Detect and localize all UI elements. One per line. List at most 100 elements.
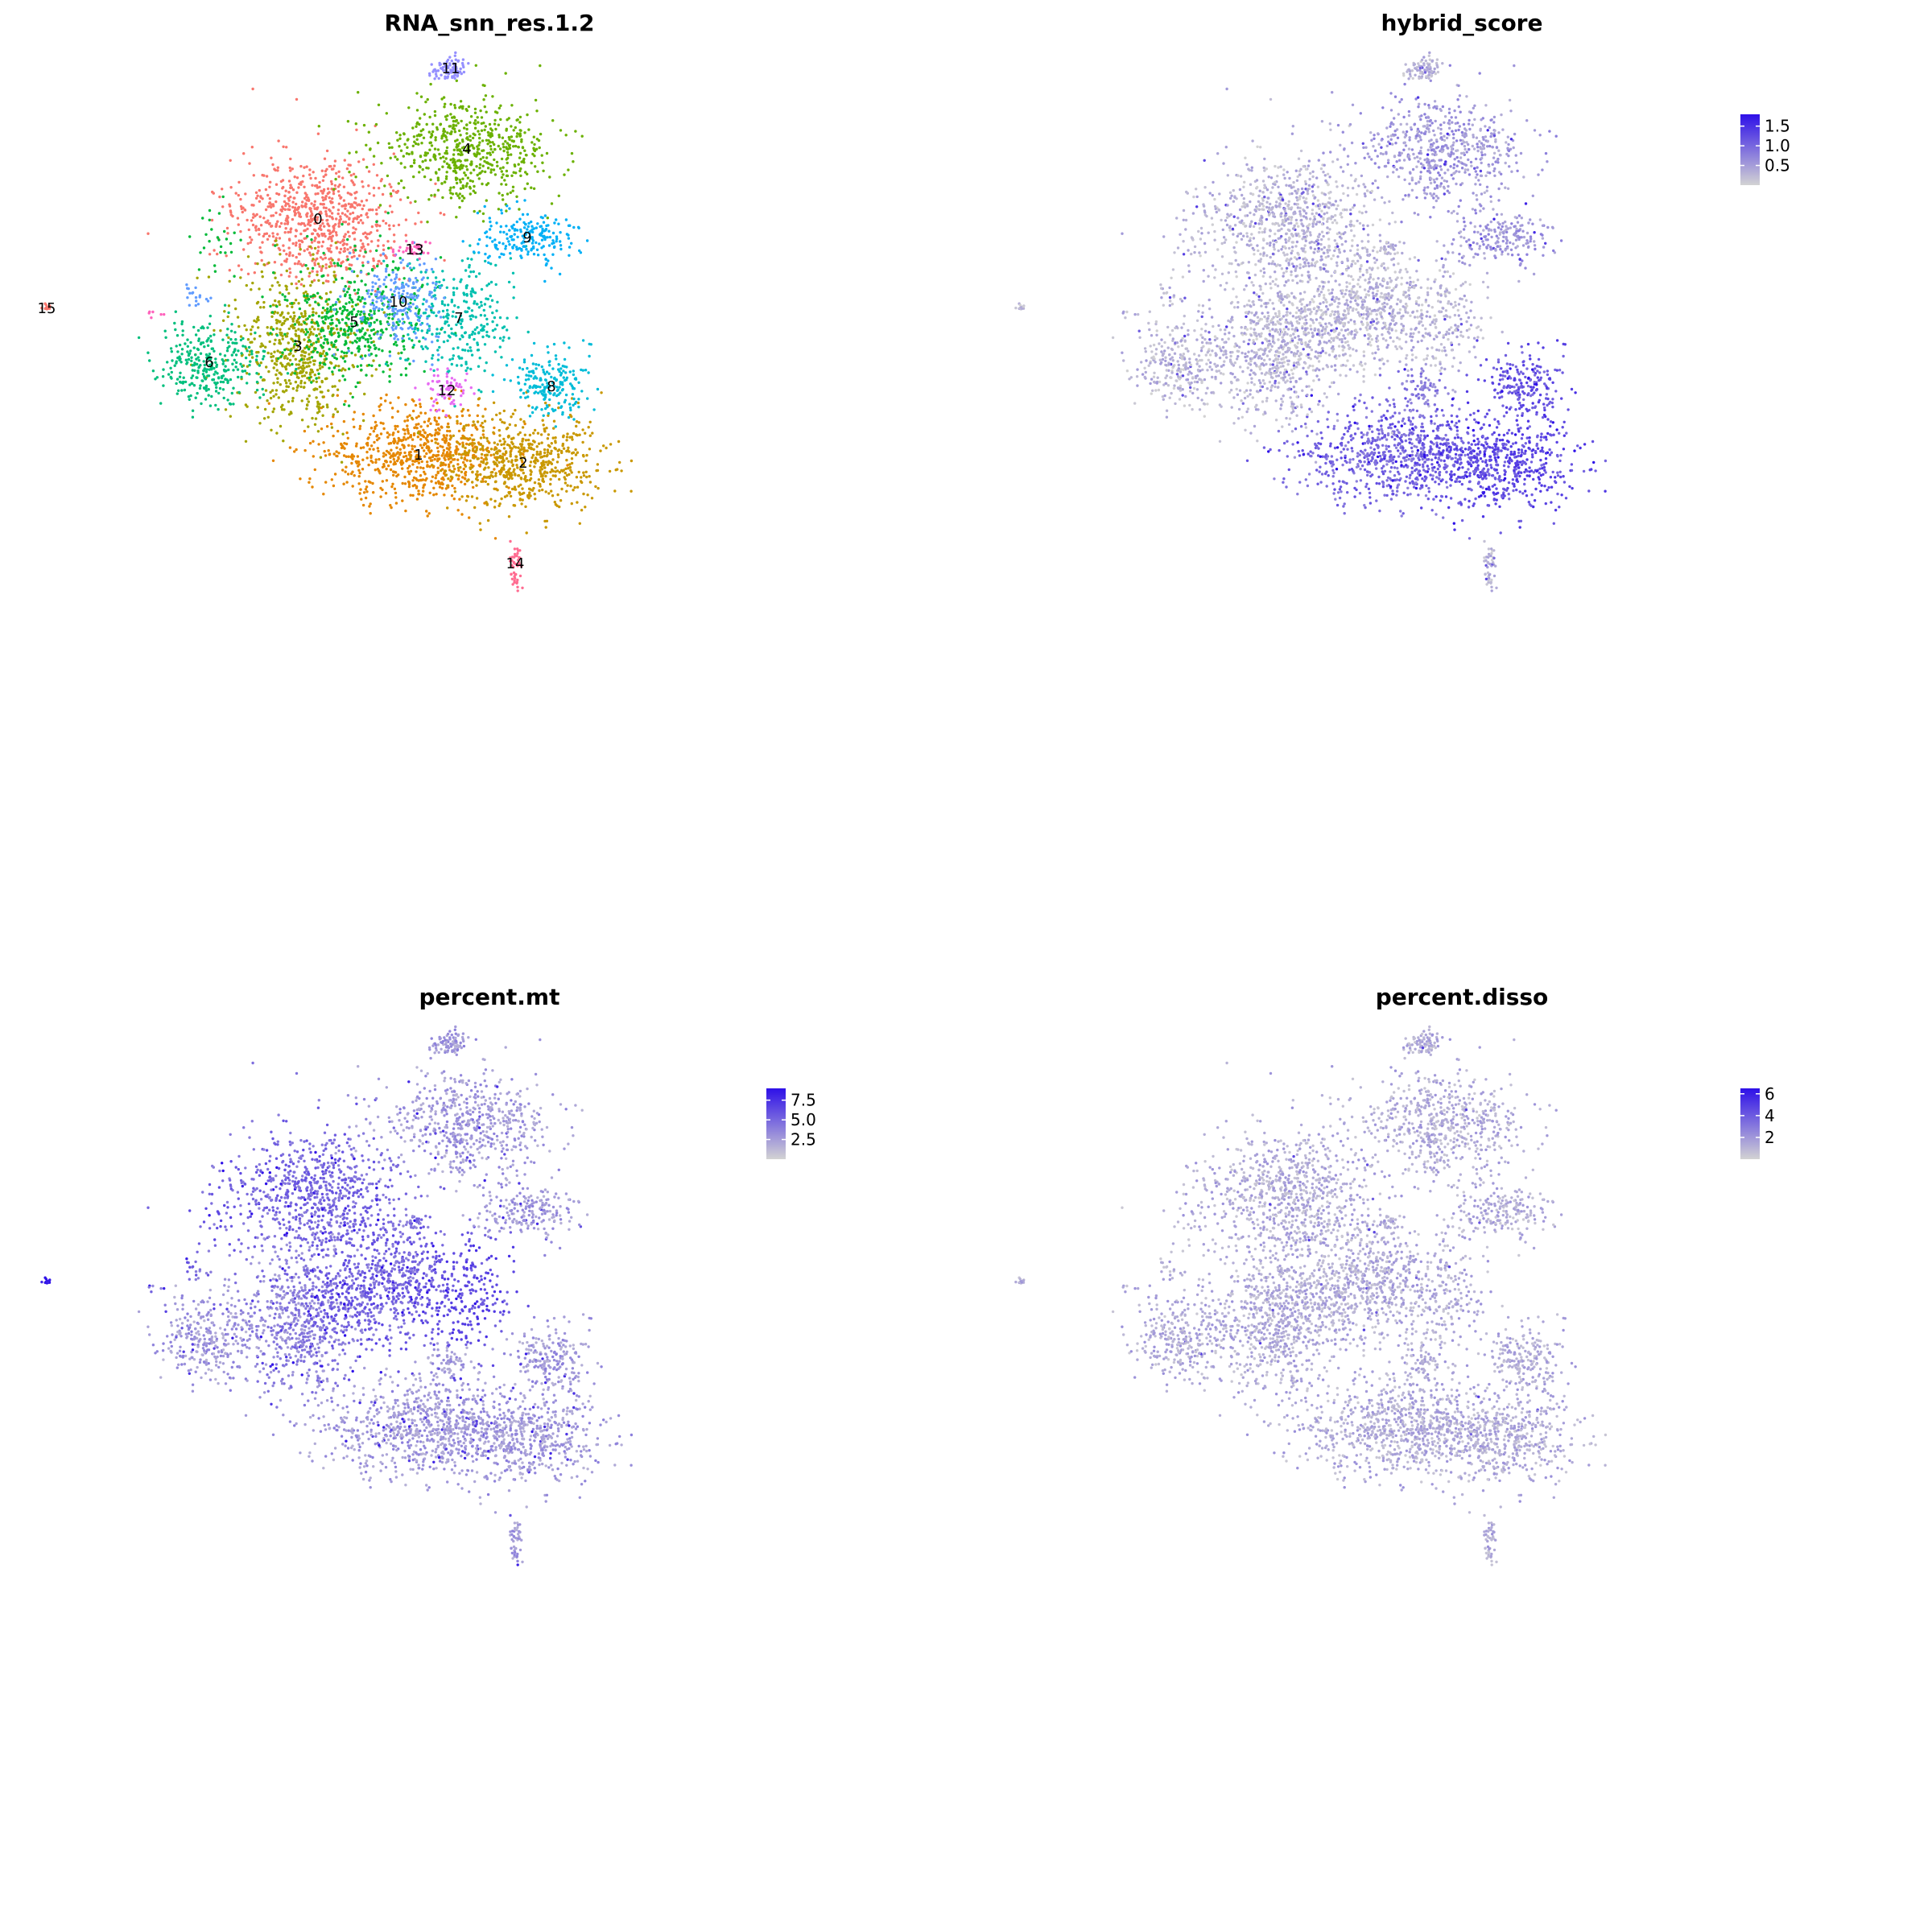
cell-point bbox=[365, 236, 367, 238]
cell-point bbox=[474, 119, 477, 122]
cell-point bbox=[328, 453, 331, 456]
cell-point bbox=[404, 510, 407, 512]
cell-point bbox=[227, 369, 229, 371]
cell-point bbox=[343, 242, 345, 245]
cell-point bbox=[209, 404, 212, 407]
cell-point bbox=[379, 495, 382, 497]
cell-point bbox=[502, 198, 504, 200]
cell-point bbox=[402, 155, 405, 157]
cell-point bbox=[296, 386, 299, 389]
cell-point bbox=[237, 264, 240, 266]
cell-point bbox=[370, 314, 373, 316]
cell-point bbox=[336, 328, 338, 330]
cell-point bbox=[510, 125, 512, 127]
cell-point bbox=[287, 208, 289, 210]
cell-point bbox=[324, 235, 326, 237]
cell-point bbox=[538, 482, 540, 485]
cell-point bbox=[385, 267, 387, 270]
cell-point bbox=[311, 417, 313, 419]
cell-point bbox=[295, 229, 297, 231]
cell-point bbox=[445, 440, 448, 442]
cell-point bbox=[489, 262, 492, 265]
cell-point bbox=[289, 196, 291, 198]
cell-point bbox=[515, 456, 518, 458]
cell-point bbox=[257, 351, 259, 353]
cell-point bbox=[341, 212, 344, 214]
cell-point bbox=[393, 152, 395, 155]
cell-point bbox=[262, 306, 265, 308]
cell-point bbox=[313, 328, 316, 330]
cell-point bbox=[526, 495, 529, 497]
cell-point bbox=[343, 329, 345, 332]
cell-point bbox=[264, 346, 266, 349]
cell-point bbox=[523, 226, 526, 229]
cell-point bbox=[441, 166, 444, 168]
cell-point bbox=[561, 444, 564, 447]
cell-point bbox=[520, 502, 522, 505]
cell-point bbox=[349, 296, 351, 299]
cell-point bbox=[409, 456, 411, 458]
cell-point bbox=[391, 326, 394, 328]
cell-point bbox=[464, 311, 467, 313]
cell-point bbox=[375, 225, 378, 227]
cell-point bbox=[179, 372, 181, 374]
cell-point bbox=[257, 326, 259, 328]
cell-point bbox=[233, 331, 236, 333]
cell-point bbox=[500, 225, 502, 228]
cell-point bbox=[457, 509, 460, 511]
cell-point bbox=[451, 332, 453, 334]
cell-point bbox=[505, 209, 507, 212]
cell-point bbox=[484, 303, 486, 305]
cell-point bbox=[543, 238, 546, 241]
cell-point bbox=[369, 231, 372, 233]
cell-point bbox=[458, 142, 460, 144]
cell-point bbox=[513, 286, 515, 288]
cell-point bbox=[334, 408, 336, 411]
cell-point bbox=[386, 450, 388, 452]
cell-point bbox=[365, 497, 367, 499]
cell-point bbox=[152, 369, 155, 372]
cell-point bbox=[340, 218, 342, 221]
cell-point bbox=[299, 366, 302, 369]
cell-point bbox=[551, 494, 554, 497]
cell-point bbox=[369, 337, 372, 340]
cell-point bbox=[442, 310, 444, 312]
cell-point bbox=[551, 463, 553, 465]
cell-point bbox=[349, 164, 352, 167]
cell-point bbox=[472, 289, 474, 291]
cell-point bbox=[392, 271, 394, 274]
cell-point bbox=[271, 163, 274, 166]
cell-point bbox=[597, 463, 599, 465]
cell-point bbox=[233, 342, 236, 345]
cell-point bbox=[489, 217, 491, 219]
cell-point bbox=[478, 133, 481, 135]
cell-point bbox=[213, 329, 215, 332]
cell-point bbox=[370, 460, 373, 462]
cell-point bbox=[437, 427, 440, 430]
cell-point bbox=[336, 298, 339, 300]
cell-point bbox=[567, 168, 569, 171]
cell-point bbox=[270, 429, 272, 431]
cell-point bbox=[289, 359, 291, 361]
cell-point bbox=[526, 173, 528, 175]
cell-point bbox=[371, 281, 374, 283]
cell-point bbox=[401, 444, 403, 446]
cell-point bbox=[448, 444, 450, 446]
cell-point bbox=[317, 262, 320, 265]
cell-point bbox=[522, 146, 524, 148]
cell-point bbox=[469, 468, 472, 470]
cell-point bbox=[464, 269, 467, 271]
cell-point bbox=[485, 297, 487, 299]
cell-point bbox=[196, 277, 198, 279]
cell-point bbox=[197, 349, 200, 351]
cell-point bbox=[272, 204, 275, 207]
cell-point bbox=[229, 159, 232, 162]
cell-point bbox=[557, 368, 559, 370]
cell-point bbox=[359, 250, 361, 252]
cell-point bbox=[202, 373, 204, 375]
cell-point bbox=[510, 104, 513, 106]
cell-point bbox=[284, 379, 287, 382]
cell-point bbox=[402, 313, 404, 316]
cell-point bbox=[402, 132, 405, 134]
cell-point bbox=[568, 237, 570, 239]
